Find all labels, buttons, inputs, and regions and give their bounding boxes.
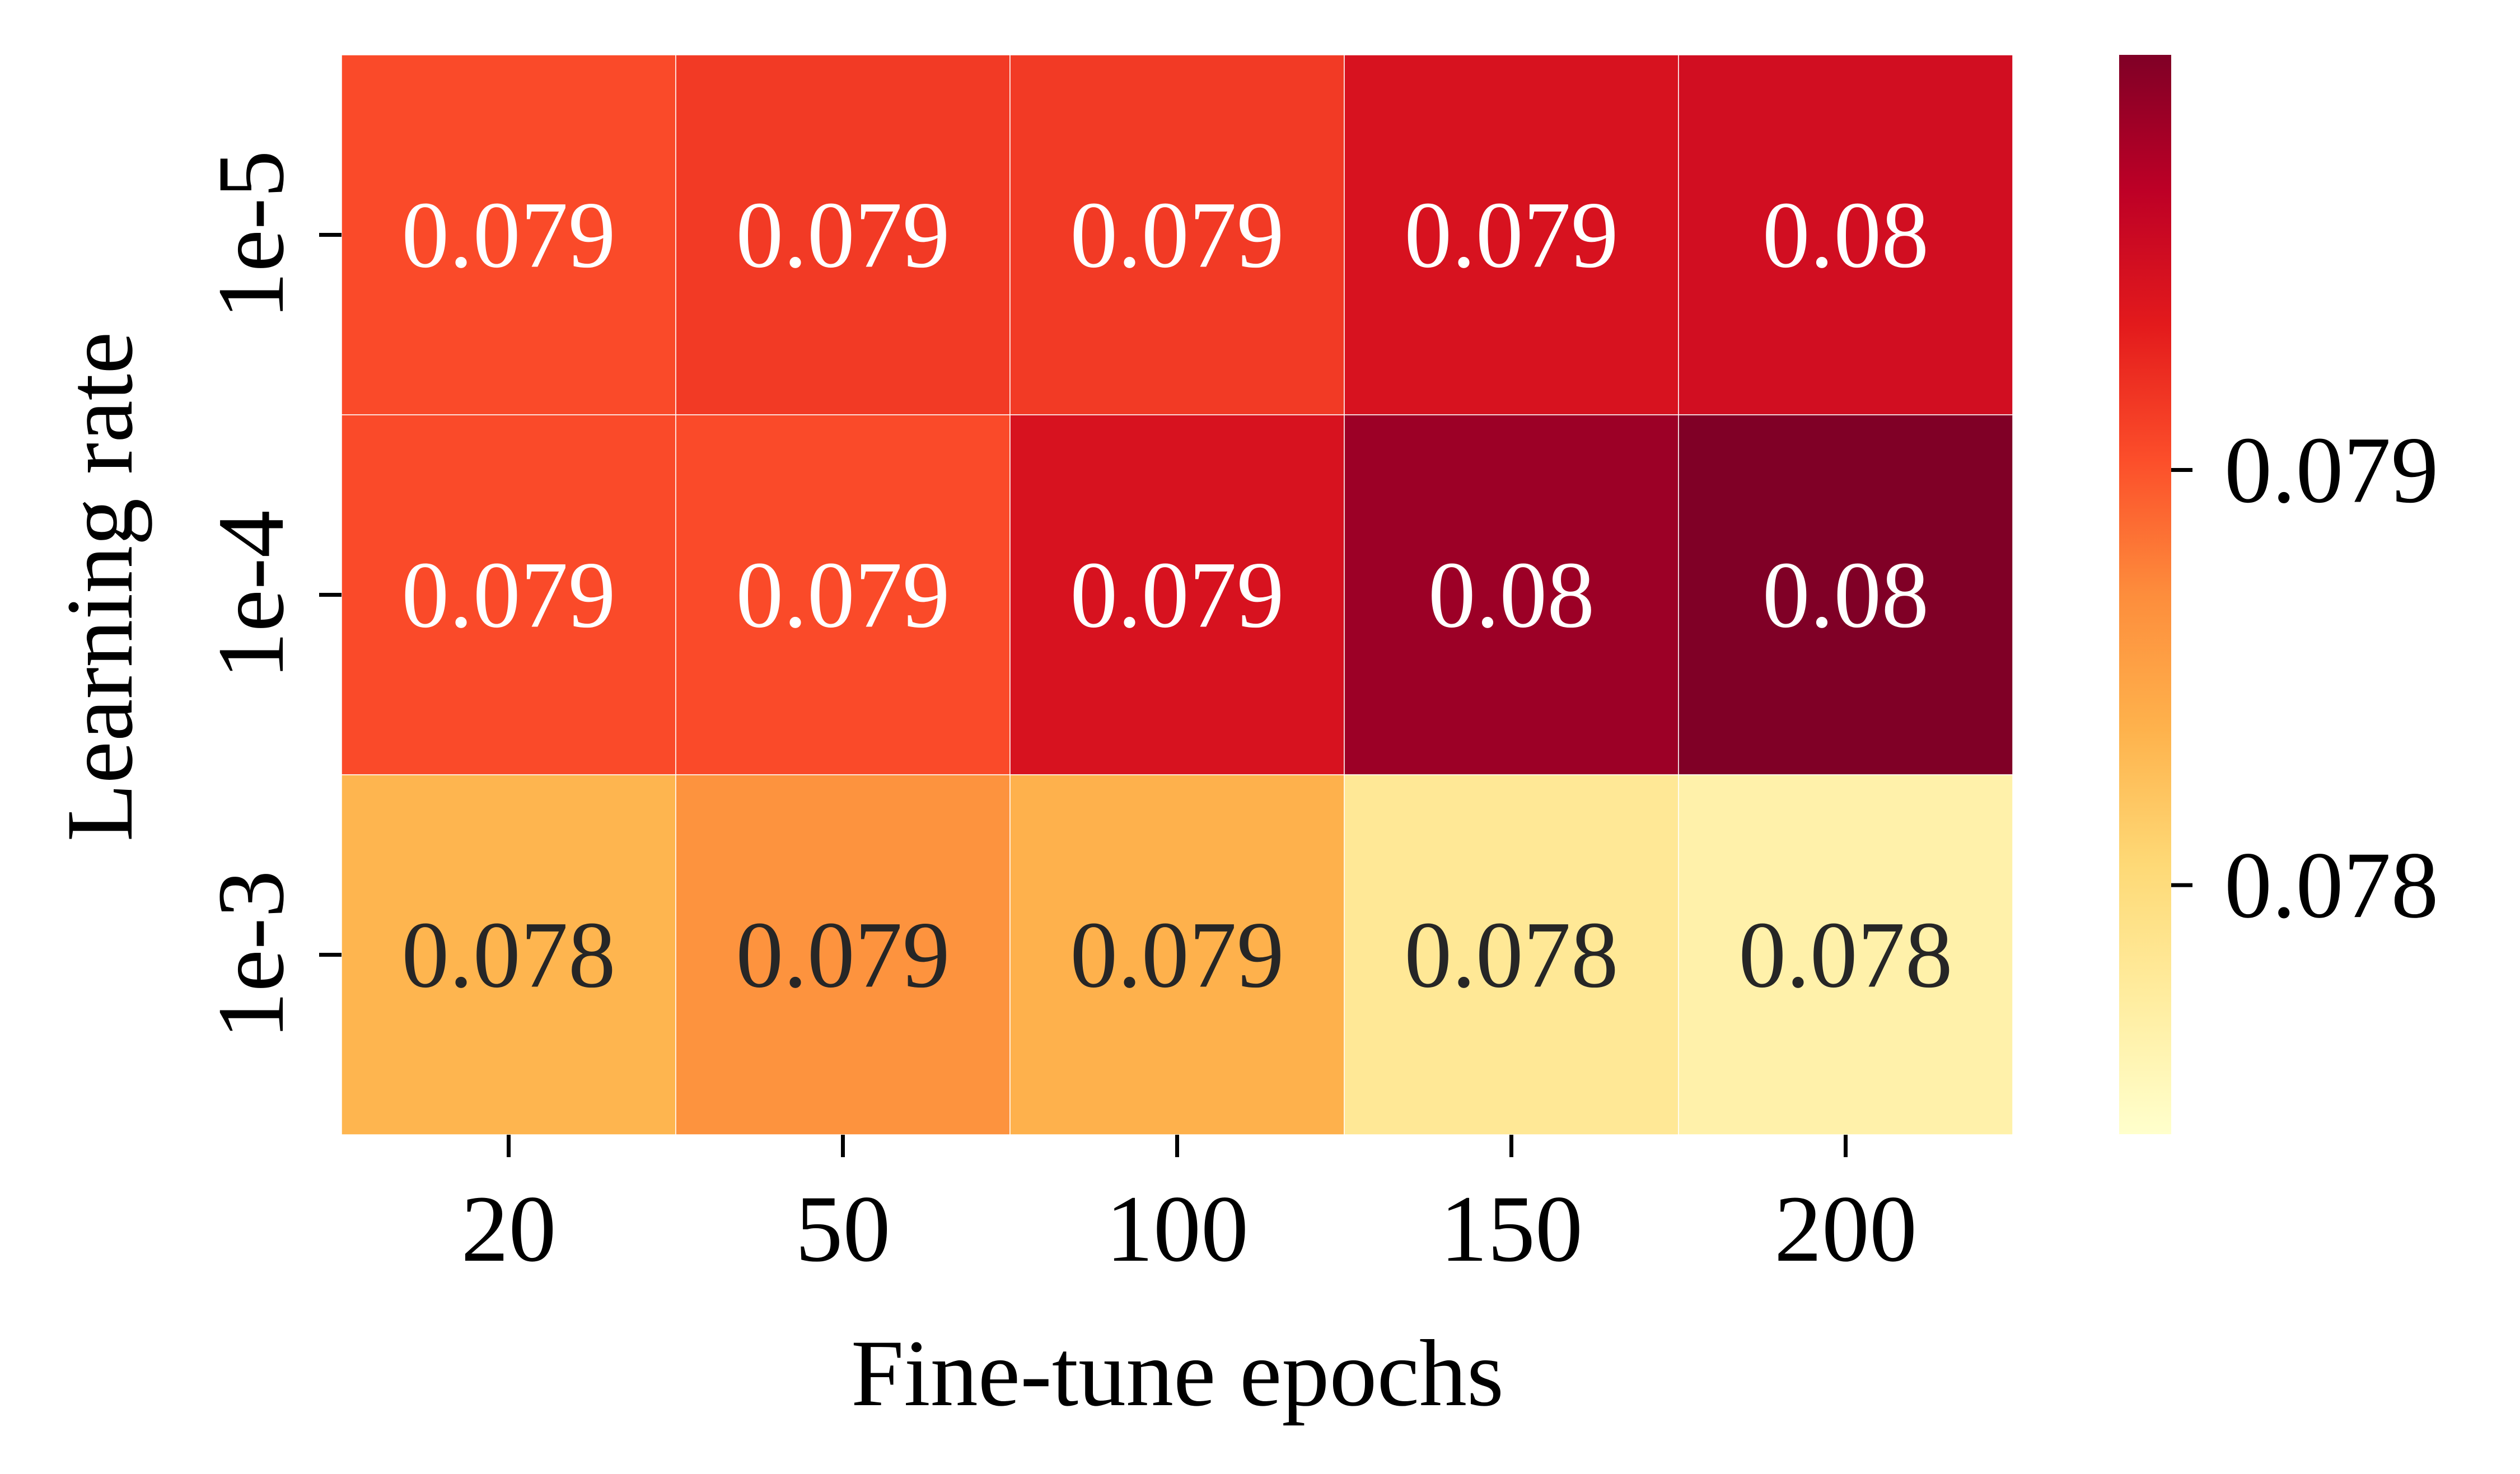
y-axis: 1e-5 1e-4 1e-3 [198, 150, 342, 1040]
x-tick-label: 200 [1774, 1176, 1917, 1281]
x-tick-label: 20 [461, 1176, 557, 1281]
heatmap-cell [1678, 774, 2013, 1135]
y-tick-label: 1e-5 [198, 150, 303, 319]
colorbar-tick-label: 0.078 [2224, 832, 2439, 938]
x-tick-label: 50 [796, 1176, 891, 1281]
y-axis-label: Learning rate [47, 332, 152, 842]
heatmap-cell [1009, 54, 1345, 415]
heatmap-cell [1009, 414, 1345, 775]
cell-annotation: 0.08 [1428, 542, 1595, 648]
cell-annotation: 0.079 [736, 542, 950, 648]
heatmap-cell [1009, 774, 1345, 1135]
cell-annotation: 0.079 [736, 183, 950, 288]
heatmap-cell [1678, 414, 2013, 775]
heatmap-cell [1344, 54, 1679, 415]
cell-annotation: 0.08 [1762, 542, 1929, 648]
y-tick-label: 1e-3 [198, 870, 303, 1039]
cell-annotation: 0.079 [736, 902, 950, 1008]
heatmap-cell [675, 414, 1011, 775]
cell-annotation: 0.079 [401, 183, 616, 288]
heatmap-cell [1344, 774, 1679, 1135]
cell-annotation: 0.079 [1070, 183, 1284, 288]
cell-annotation: 0.079 [401, 542, 616, 648]
x-tick-label: 150 [1440, 1176, 1583, 1281]
heatmap-cell [675, 774, 1011, 1135]
y-tick-label: 1e-4 [198, 510, 303, 679]
cell-annotation: 0.079 [1070, 542, 1284, 648]
cell-annotation: 0.079 [1404, 183, 1619, 288]
cell-annotation: 0.08 [1762, 183, 1929, 288]
cell-annotation: 0.078 [401, 902, 616, 1008]
x-axis-label: Fine-tune epochs [851, 1321, 1504, 1426]
colorbar-tick-label: 0.079 [2224, 418, 2439, 523]
heatmap-cell [1678, 54, 2013, 415]
x-axis: 20 50 100 150 200 [461, 1135, 1917, 1281]
cell-annotation: 0.078 [1404, 902, 1619, 1008]
cell-annotation: 0.079 [1070, 902, 1284, 1008]
colorbar-ticks: 0.078 0.079 [2171, 418, 2439, 938]
x-tick-label: 100 [1106, 1176, 1249, 1281]
heatmap-cell [341, 54, 676, 415]
cell-annotation: 0.078 [1738, 902, 1953, 1008]
heatmap-cell [341, 414, 676, 775]
cell-annotations: 0.079 0.079 0.079 0.079 0.08 0.079 0.079 0.079 0… [401, 183, 1953, 1008]
heatmap-cells [341, 54, 2013, 1135]
colorbar: 0.078 0.079 [2119, 55, 2439, 1134]
colorbar-gradient [2119, 55, 2171, 1134]
heatmap-cell [675, 54, 1011, 415]
